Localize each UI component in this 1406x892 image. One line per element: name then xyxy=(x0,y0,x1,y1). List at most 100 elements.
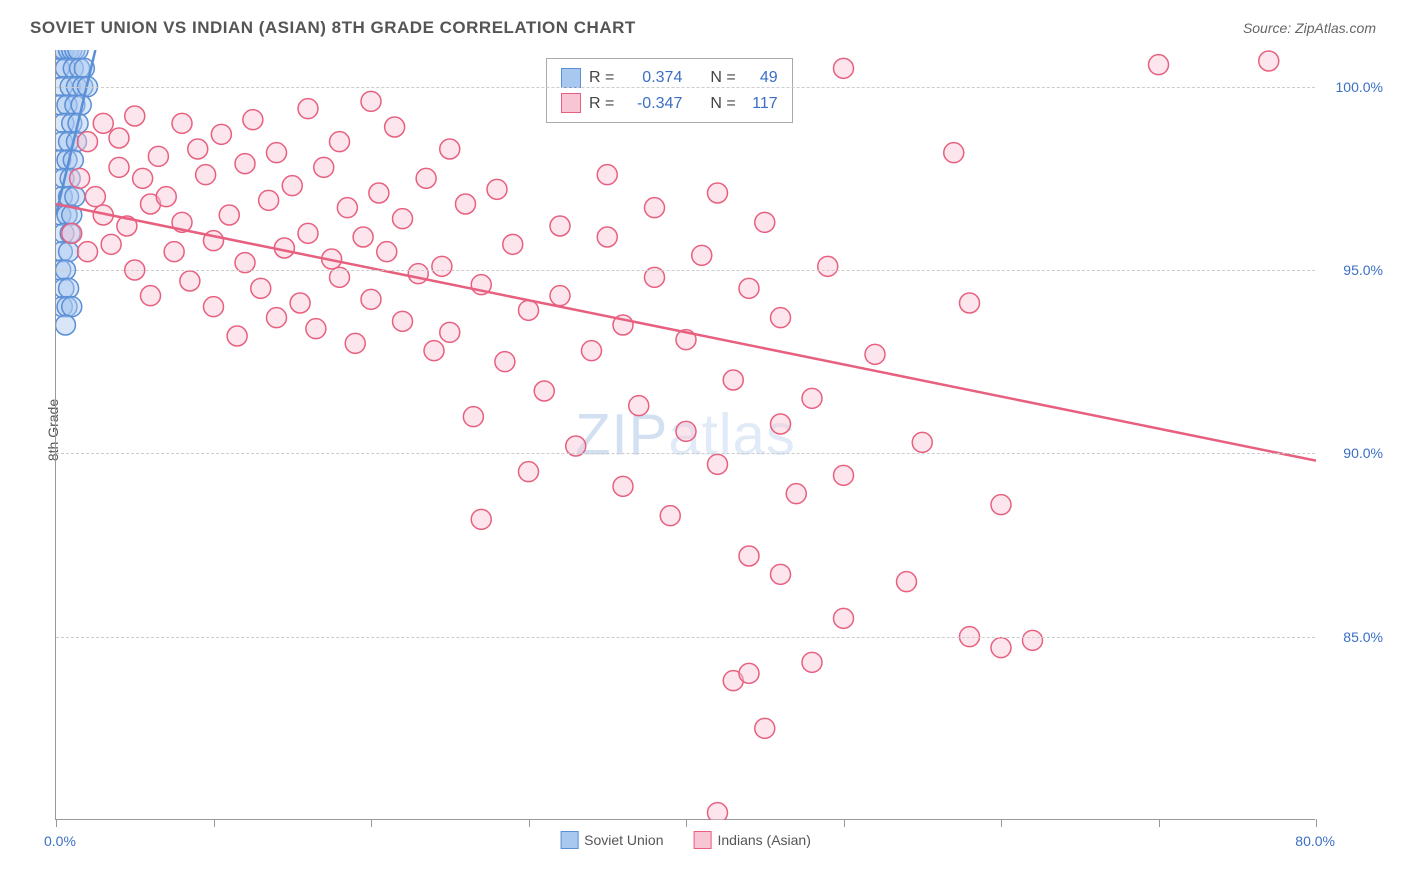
x-tick xyxy=(529,819,530,827)
x-tick xyxy=(1159,819,1160,827)
scatter-point xyxy=(865,344,885,364)
scatter-point xyxy=(156,187,176,207)
scatter-point xyxy=(534,381,554,401)
scatter-point xyxy=(960,293,980,313)
legend-label: Soviet Union xyxy=(584,832,663,848)
scatter-point xyxy=(487,179,507,199)
x-tick xyxy=(1001,819,1002,827)
scatter-point xyxy=(660,506,680,526)
scatter-point xyxy=(109,157,129,177)
scatter-point xyxy=(597,227,617,247)
source-text: Source: ZipAtlas.com xyxy=(1243,20,1376,36)
scatter-point xyxy=(834,58,854,78)
scatter-point xyxy=(267,308,287,328)
scatter-point xyxy=(337,198,357,218)
scatter-point xyxy=(377,242,397,262)
scatter-point xyxy=(1023,630,1043,650)
scatter-point xyxy=(582,341,602,361)
scatter-point xyxy=(345,333,365,353)
stats-n-value-2: 117 xyxy=(744,91,778,117)
scatter-point xyxy=(463,407,483,427)
scatter-point xyxy=(519,300,539,320)
scatter-point xyxy=(440,322,460,342)
stats-row-2: R = -0.347 N = 117 xyxy=(561,91,778,117)
scatter-point xyxy=(944,143,964,163)
scatter-point xyxy=(282,176,302,196)
scatter-point xyxy=(385,117,405,137)
scatter-point xyxy=(440,139,460,159)
scatter-point xyxy=(1259,51,1279,71)
legend-bottom: Soviet Union Indians (Asian) xyxy=(560,831,811,849)
scatter-point xyxy=(164,242,184,262)
scatter-point xyxy=(723,370,743,390)
scatter-point xyxy=(172,113,192,133)
stats-r-value-2: -0.347 xyxy=(622,91,682,117)
legend-label: Indians (Asian) xyxy=(718,832,811,848)
scatter-point xyxy=(771,564,791,584)
scatter-point xyxy=(991,495,1011,515)
scatter-point xyxy=(298,223,318,243)
scatter-point xyxy=(93,113,113,133)
scatter-point xyxy=(739,278,759,298)
stats-n-label-2: N = xyxy=(710,91,735,117)
gridline xyxy=(56,637,1315,638)
scatter-point xyxy=(739,663,759,683)
scatter-point xyxy=(503,234,523,254)
y-tick-label: 100.0% xyxy=(1336,79,1383,95)
scatter-point xyxy=(550,286,570,306)
scatter-point xyxy=(393,311,413,331)
scatter-point xyxy=(802,652,822,672)
scatter-point xyxy=(56,315,75,335)
scatter-point xyxy=(306,319,326,339)
y-tick-label: 90.0% xyxy=(1343,445,1383,461)
scatter-point xyxy=(550,216,570,236)
scatter-point xyxy=(235,154,255,174)
scatter-point xyxy=(314,157,334,177)
plot-area: ZIPatlas R = 0.374 N = 49 R = -0.347 N =… xyxy=(55,50,1315,820)
scatter-point xyxy=(59,242,79,262)
scatter-point xyxy=(361,289,381,309)
scatter-point xyxy=(912,432,932,452)
scatter-point xyxy=(62,297,82,317)
scatter-point xyxy=(125,106,145,126)
gridline xyxy=(56,87,1315,88)
scatter-point xyxy=(408,264,428,284)
stats-r-label-2: R = xyxy=(589,91,614,117)
gridline xyxy=(56,453,1315,454)
scatter-point xyxy=(771,414,791,434)
scatter-point xyxy=(85,187,105,207)
scatter-point xyxy=(141,286,161,306)
scatter-point xyxy=(424,341,444,361)
scatter-point xyxy=(708,183,728,203)
x-tick xyxy=(214,819,215,827)
scatter-point xyxy=(219,205,239,225)
x-tick xyxy=(686,819,687,827)
scatter-point xyxy=(290,293,310,313)
scatter-point xyxy=(897,572,917,592)
scatter-point xyxy=(196,165,216,185)
scatter-point xyxy=(645,198,665,218)
scatter-point xyxy=(251,278,271,298)
scatter-point xyxy=(755,212,775,232)
scatter-point xyxy=(1149,55,1169,75)
scatter-point xyxy=(188,139,208,159)
scatter-point xyxy=(519,462,539,482)
scatter-point xyxy=(109,128,129,148)
scatter-point xyxy=(180,271,200,291)
scatter-point xyxy=(834,465,854,485)
scatter-point xyxy=(59,278,79,298)
legend-swatch xyxy=(694,831,712,849)
scatter-point xyxy=(353,227,373,247)
x-axis-min-label: 0.0% xyxy=(44,833,76,849)
scatter-point xyxy=(361,91,381,111)
scatter-point xyxy=(755,718,775,738)
scatter-point xyxy=(613,476,633,496)
scatter-point xyxy=(298,99,318,119)
y-tick-label: 85.0% xyxy=(1343,629,1383,645)
scatter-point xyxy=(802,388,822,408)
scatter-point xyxy=(148,146,168,166)
chart-title: SOVIET UNION VS INDIAN (ASIAN) 8TH GRADE… xyxy=(30,18,636,38)
scatter-point xyxy=(676,421,696,441)
x-axis-max-label: 80.0% xyxy=(1295,833,1335,849)
scatter-point xyxy=(267,143,287,163)
